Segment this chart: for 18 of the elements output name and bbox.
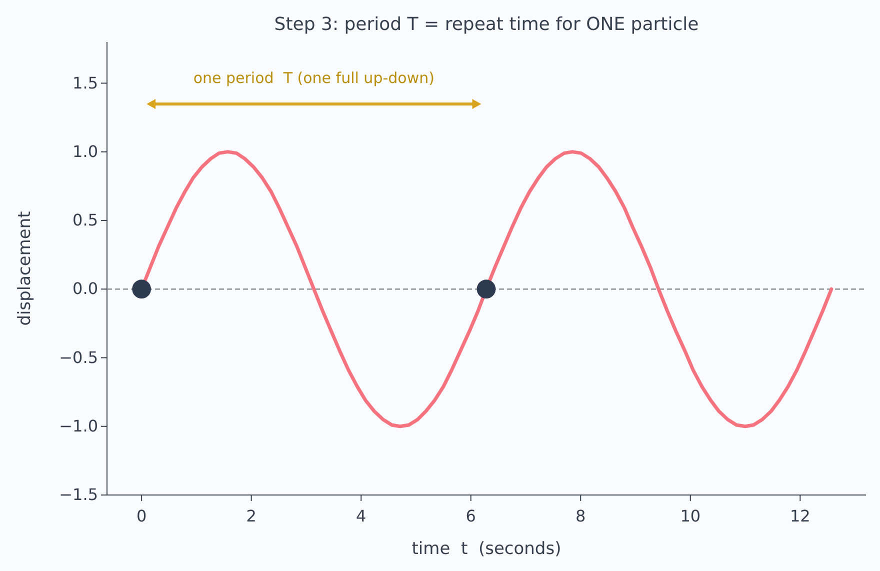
y-tick-label: −1.5 xyxy=(59,485,98,504)
y-tick-label: 0.5 xyxy=(72,210,98,230)
x-tick-label: 4 xyxy=(356,506,366,526)
x-tick-label: 8 xyxy=(576,506,586,526)
y-tick-label: −1.0 xyxy=(59,416,98,436)
annotation: one period T (one full up-down) xyxy=(193,69,434,87)
y-tick-label: 1.0 xyxy=(72,142,98,161)
x-axis-title: time t (seconds) xyxy=(412,539,562,559)
y-axis-title: displacement xyxy=(15,210,35,326)
x-tick-label: 6 xyxy=(466,506,476,526)
x-tick-label: 2 xyxy=(246,506,256,526)
x-tick-label: 12 xyxy=(790,506,810,526)
y-tick-label: 1.5 xyxy=(72,73,98,92)
x-tick-label: 0 xyxy=(136,506,147,526)
x-tick-label: 10 xyxy=(680,506,701,526)
y-tick-label: −0.5 xyxy=(59,348,98,367)
chart-title: Step 3: period T = repeat time for ONE particle xyxy=(274,14,699,35)
y-tick-label: 0.0 xyxy=(72,279,98,298)
